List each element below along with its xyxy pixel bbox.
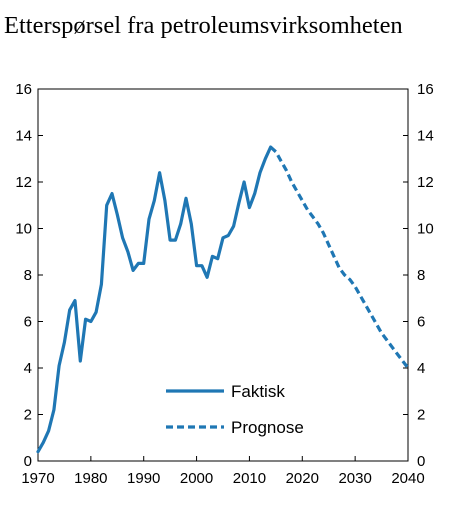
x-tick-label: 1970 [21,470,54,487]
y-tick-label-left: 12 [15,174,32,191]
y-tick-label-left: 0 [24,453,32,470]
y-tick-label-right: 16 [417,81,434,98]
y-tick-label-left: 8 [24,267,32,284]
series-line-faktisk [36,145,273,454]
legend: Faktisk Prognose [166,382,304,437]
y-tick-label-right: 14 [417,128,434,145]
y-tick-label-right: 10 [417,221,434,238]
legend-label-faktisk: Faktisk [231,382,285,401]
tick-labels: 0 0 2 2 4 4 6 6 8 8 10 10 12 12 14 14 16 16 1970 1980 1990 20… [15,81,433,487]
y-tick-label-left: 10 [15,221,32,238]
y-tick-label-left: 16 [15,81,32,98]
x-tick-label: 2000 [180,470,213,487]
y-tick-label-right: 6 [417,314,425,331]
chart-title: Etterspørsel fra petroleumsvirksomheten [4,12,403,39]
series-line-prognose [269,145,410,369]
y-tick-label-right: 2 [417,407,425,424]
y-tick-label-right: 0 [417,453,425,470]
y-tick-label-left: 6 [24,314,32,331]
x-tick-label: 2040 [391,470,424,487]
x-tick-label: 2010 [233,470,266,487]
x-tick-label: 1990 [127,470,160,487]
y-tick-label-left: 14 [15,128,32,145]
y-tick-label-left: 2 [24,407,32,424]
y-tick-label-left: 4 [24,360,32,377]
x-tick-label: 1980 [74,470,107,487]
y-tick-label-right: 12 [417,174,434,191]
plot-frame [37,88,409,462]
x-tick-label: 2020 [286,470,319,487]
axis-ticks [37,88,409,462]
legend-label-prognose: Prognose [231,418,304,437]
y-tick-label-right: 4 [417,360,425,377]
y-tick-label-right: 8 [417,267,425,284]
series-lines [36,145,410,454]
x-tick-label: 2030 [338,470,371,487]
